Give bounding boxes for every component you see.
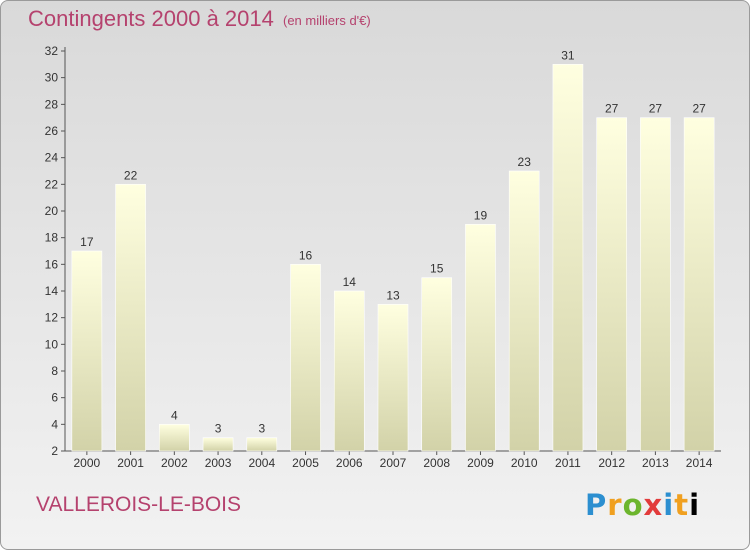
y-tick-label: 22 bbox=[45, 177, 59, 191]
value-label-2011: 31 bbox=[561, 48, 575, 62]
bar-2000 bbox=[71, 250, 103, 452]
bar-2005 bbox=[290, 264, 321, 452]
value-label-2012: 27 bbox=[605, 102, 619, 116]
value-label-2004: 3 bbox=[258, 422, 265, 436]
x-tick-label-2012: 2012 bbox=[598, 456, 625, 470]
bar-2001 bbox=[115, 184, 146, 452]
bar-2013 bbox=[640, 117, 671, 452]
logo-letter: o bbox=[622, 488, 644, 522]
value-label-2013: 27 bbox=[649, 102, 663, 116]
bar-2012 bbox=[596, 117, 627, 452]
bar-2014 bbox=[683, 117, 715, 452]
value-label-2003: 3 bbox=[215, 422, 222, 436]
x-tick-label-2002: 2002 bbox=[161, 456, 188, 470]
bar-2006 bbox=[333, 290, 365, 452]
chart-bars bbox=[71, 64, 715, 452]
x-tick-label-2010: 2010 bbox=[511, 456, 538, 470]
x-tick-label-2009: 2009 bbox=[467, 456, 494, 470]
logo-letter: t bbox=[674, 488, 690, 522]
logo-letter: r bbox=[607, 488, 623, 522]
chart-labels: 17 2000 22 2001 4 2002 3 2003 3 2004 16 2005 14 2006 1… bbox=[74, 48, 713, 470]
y-tick-label: 12 bbox=[45, 311, 59, 325]
value-label-2010: 23 bbox=[518, 155, 532, 169]
bar-2011 bbox=[552, 64, 584, 452]
bar-2003 bbox=[202, 437, 234, 452]
x-tick-label-2004: 2004 bbox=[248, 456, 275, 470]
value-label-2005: 16 bbox=[299, 248, 313, 262]
value-label-2009: 19 bbox=[474, 208, 488, 222]
x-tick-label-2013: 2013 bbox=[642, 456, 669, 470]
value-label-2006: 14 bbox=[343, 275, 357, 289]
commune-name: VALLEROIS-LE-BOIS bbox=[36, 493, 242, 516]
value-label-2007: 13 bbox=[386, 288, 400, 302]
bar-2008 bbox=[421, 277, 453, 452]
y-tick-label: 20 bbox=[45, 204, 59, 218]
x-tick-label-2003: 2003 bbox=[205, 456, 232, 470]
x-tick-label-2006: 2006 bbox=[336, 456, 363, 470]
bar-2009 bbox=[465, 224, 496, 452]
y-tick-label: 16 bbox=[45, 257, 59, 271]
y-tick-label: 10 bbox=[45, 337, 59, 351]
x-tick-label-2001: 2001 bbox=[117, 456, 144, 470]
y-tick-label: 32 bbox=[45, 44, 59, 58]
y-tick-label: 2 bbox=[51, 444, 58, 458]
value-label-2000: 17 bbox=[80, 235, 94, 249]
value-label-2002: 4 bbox=[171, 408, 178, 422]
x-tick-label-2008: 2008 bbox=[423, 456, 450, 470]
logo-letter: P bbox=[585, 488, 608, 522]
y-tick-label: 30 bbox=[45, 71, 59, 85]
y-tick-label: 26 bbox=[45, 124, 59, 138]
chart-title: Contingents 2000 à 2014 bbox=[28, 6, 274, 31]
x-tick-label-2007: 2007 bbox=[380, 456, 407, 470]
y-tick-label: 8 bbox=[51, 364, 58, 378]
y-tick-label: 6 bbox=[51, 391, 58, 405]
bar-2002 bbox=[159, 424, 190, 452]
y-tick-label: 24 bbox=[45, 151, 59, 165]
x-tick-label-2005: 2005 bbox=[292, 456, 319, 470]
y-tick-label: 4 bbox=[51, 417, 58, 431]
value-label-2014: 27 bbox=[692, 102, 706, 116]
y-tick-label: 14 bbox=[45, 284, 59, 298]
value-label-2008: 15 bbox=[430, 262, 444, 276]
proxiti-logo: Proxiti bbox=[585, 488, 700, 522]
y-tick-label: 28 bbox=[45, 97, 59, 111]
logo-letter: x bbox=[643, 488, 664, 522]
chart-subtitle: (en milliers d'€) bbox=[283, 13, 371, 28]
x-tick-label-2000: 2000 bbox=[74, 456, 101, 470]
logo-letter: i bbox=[689, 488, 701, 522]
bar-2004 bbox=[246, 437, 278, 452]
x-tick-label-2014: 2014 bbox=[686, 456, 713, 470]
value-label-2001: 22 bbox=[124, 168, 138, 182]
bar-2007 bbox=[377, 304, 409, 452]
bar-2010 bbox=[508, 170, 540, 452]
logo-letter: i bbox=[663, 488, 675, 522]
y-tick-label: 18 bbox=[45, 231, 59, 245]
x-tick-label-2011: 2011 bbox=[555, 456, 581, 470]
